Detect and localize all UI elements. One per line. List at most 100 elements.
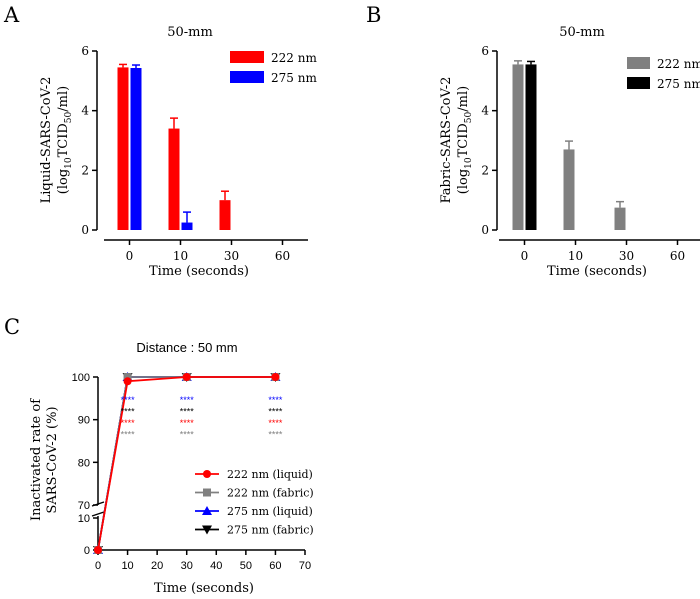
ylabel-sub: 10 bbox=[464, 157, 474, 169]
panel-c-ytick-label: 90 bbox=[78, 415, 90, 427]
panel-c-ytick-label: 100 bbox=[72, 372, 90, 384]
panel-b-bar bbox=[563, 149, 575, 230]
panel-a-xtick-label: 10 bbox=[173, 249, 188, 263]
panel-c-legend-label: 275 nm (liquid) bbox=[227, 505, 313, 518]
panel-c-ytick-label: 80 bbox=[78, 457, 90, 469]
panel-b-bar bbox=[512, 64, 524, 230]
panel-b-ytick-label: 0 bbox=[481, 223, 489, 237]
panel-a-xtick-label: 60 bbox=[275, 249, 290, 263]
panel-c-title: Distance : 50 mm bbox=[136, 340, 237, 355]
panel-a-xtick-label: 0 bbox=[126, 249, 134, 263]
panel-a-bar bbox=[117, 67, 129, 231]
panel-b-ytick-label: 2 bbox=[481, 163, 489, 177]
panel-c-series-line bbox=[97, 376, 276, 551]
panel-c-chart: Distance : 50 mm Time (seconds) Inactiva… bbox=[29, 340, 314, 596]
panel-c-xtick-label: 60 bbox=[269, 560, 281, 572]
panel-a-bar bbox=[181, 222, 193, 230]
panel-c-point bbox=[271, 373, 280, 381]
panel-b-ylabel-line2: (log10TCID50/ml) bbox=[456, 86, 474, 194]
panel-b-legend-label: 222 nm bbox=[657, 57, 700, 71]
panel-a-ytick-label: 0 bbox=[81, 223, 89, 237]
panel-c-ytick-label: 70 bbox=[78, 500, 90, 512]
panel-c-ytick-label: 0 bbox=[84, 545, 90, 557]
panel-c-significance-label: **** bbox=[268, 418, 283, 428]
panel-a-bar bbox=[130, 68, 142, 230]
panel-c-ylabel-line1: Inactivated rate of bbox=[29, 398, 44, 521]
panel-c-xtick-label: 30 bbox=[181, 560, 193, 572]
panel-c-significance-label: **** bbox=[268, 430, 283, 440]
panel-a-title: 50-mm bbox=[167, 25, 213, 40]
panel-b-ytick-label: 6 bbox=[481, 44, 489, 58]
panel-c-significance-label: **** bbox=[121, 418, 136, 428]
panel-a-legend-swatch bbox=[230, 71, 264, 83]
panel-c-significance-label: **** bbox=[268, 395, 283, 405]
panel-c-significance-label: **** bbox=[268, 407, 283, 417]
ylabel-unit: (log bbox=[456, 169, 471, 194]
panel-c-significance-label: **** bbox=[121, 395, 136, 405]
panel-b-bar bbox=[525, 64, 537, 230]
panel-b-xtick-label: 0 bbox=[521, 249, 529, 263]
panel-a-legend-label: 275 nm bbox=[271, 71, 317, 85]
panel-c-xtick-label: 50 bbox=[240, 560, 252, 572]
panel-a-xlabel: Time (seconds) bbox=[149, 264, 249, 279]
panel-c-significance-label: **** bbox=[180, 395, 195, 405]
panel-c-legend-marker bbox=[203, 470, 211, 478]
ylabel-unit: (log bbox=[56, 169, 71, 194]
panel-a-ylabel: Liquid-SARS-CoV-2 (log10TCID50/ml) bbox=[39, 77, 74, 204]
panel-b-xtick-label: 10 bbox=[568, 249, 583, 263]
panel-letter-b: B bbox=[366, 3, 381, 27]
panel-b-legend-swatch bbox=[627, 77, 650, 89]
panel-letter-c: C bbox=[4, 315, 20, 339]
panel-a-ylabel-line1: Liquid-SARS-CoV-2 bbox=[39, 77, 54, 204]
panel-a-legend-label: 222 nm bbox=[271, 51, 317, 65]
panel-a-bar bbox=[168, 128, 180, 230]
ylabel-sub: 10 bbox=[64, 157, 74, 169]
panel-b-ytick-label: 4 bbox=[481, 104, 489, 118]
panel-c-ytick-label: 10 bbox=[78, 513, 90, 525]
panel-c-legend-marker bbox=[202, 506, 212, 515]
panel-letter-a: A bbox=[3, 3, 20, 27]
panel-b-legend-label: 275 nm bbox=[657, 77, 700, 91]
panel-a-legend-swatch bbox=[230, 51, 264, 63]
panel-c-xtick-label: 40 bbox=[210, 560, 222, 572]
panel-c-legend-label: 275 nm (fabric) bbox=[227, 524, 314, 537]
panel-c-point bbox=[182, 373, 191, 381]
panel-c-point bbox=[94, 546, 102, 554]
panel-a-chart: 50-mm Time (seconds) Liquid-SARS-CoV-2 (… bbox=[39, 25, 317, 279]
panel-a-ytick-label: 6 bbox=[81, 44, 89, 58]
ylabel-end: /ml) bbox=[56, 86, 71, 112]
panel-c-xlabel: Time (seconds) bbox=[154, 581, 254, 596]
panel-c-ylabel-line2: SARS-CoV-2 (%) bbox=[45, 406, 60, 513]
panel-c-legend-label: 222 nm (liquid) bbox=[227, 468, 313, 481]
panel-c-legend-marker bbox=[202, 525, 212, 535]
panel-a-ylabel-line2: (log10TCID50/ml) bbox=[56, 86, 74, 194]
panel-c-xtick-label: 10 bbox=[121, 560, 133, 572]
panel-a-ytick-label: 4 bbox=[81, 104, 89, 118]
panel-c-ylabel: Inactivated rate of SARS-CoV-2 (%) bbox=[29, 398, 60, 521]
panel-c-significance-label: **** bbox=[121, 407, 136, 417]
panel-b-ylabel: Fabric-SARS-CoV-2 (log10TCID50/ml) bbox=[439, 77, 474, 204]
panel-b-xlabel: Time (seconds) bbox=[547, 264, 647, 279]
panel-b-legend-swatch bbox=[627, 57, 650, 69]
panel-b-xtick-label: 30 bbox=[619, 249, 634, 263]
panel-c-legend-label: 222 nm (fabric) bbox=[227, 487, 314, 500]
panel-c-significance-label: **** bbox=[180, 418, 195, 428]
ylabel-end: /ml) bbox=[456, 86, 471, 112]
panel-b-xtick-label: 60 bbox=[670, 249, 685, 263]
ylabel-sub2: 50 bbox=[464, 111, 474, 123]
panel-c-point bbox=[123, 373, 132, 381]
panel-c-xtick-label: 20 bbox=[151, 560, 163, 572]
panel-a-xtick-label: 30 bbox=[224, 249, 239, 263]
panel-c-legend-marker bbox=[203, 488, 211, 497]
panel-a-ytick-label: 2 bbox=[81, 163, 89, 177]
panel-c-point bbox=[123, 377, 132, 386]
ylabel-mid: TCID bbox=[56, 123, 71, 157]
panel-b-bar bbox=[614, 207, 626, 230]
panel-c-significance-label: **** bbox=[180, 407, 195, 417]
ylabel-sub2: 50 bbox=[64, 111, 74, 123]
ylabel-mid: TCID bbox=[456, 123, 471, 157]
panel-b-ylabel-line1: Fabric-SARS-CoV-2 bbox=[439, 77, 454, 204]
panel-b-title: 50-mm bbox=[559, 25, 605, 40]
panel-b-chart: 50-mm Time (seconds) Fabric-SARS-CoV-2 (… bbox=[439, 25, 700, 279]
